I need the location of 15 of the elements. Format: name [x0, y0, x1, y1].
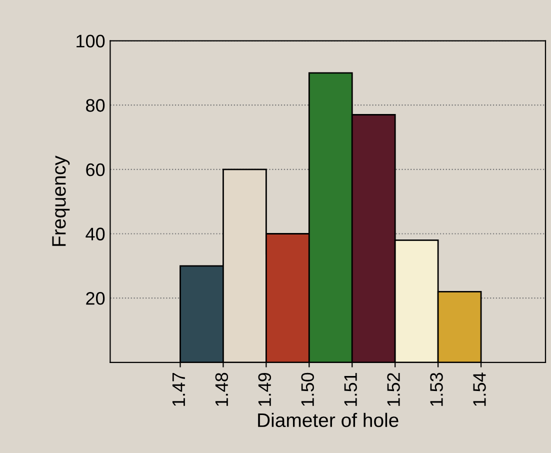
y-tick-label: 60: [86, 163, 105, 176]
x-tick-label: 1.50: [301, 372, 314, 406]
x-tick-label: 1.48: [215, 372, 228, 406]
x-tick-label: 1.49: [258, 372, 272, 406]
y-axis-title: Frequency: [52, 156, 70, 246]
x-tick-label: 1.54: [473, 372, 486, 406]
y-tick-label: 40: [86, 228, 105, 240]
x-tick-label: 1.52: [387, 373, 400, 406]
x-tick-label: 1.53: [430, 372, 443, 406]
y-tick-label: 80: [86, 99, 105, 112]
x-tick-label: 1.47: [172, 373, 185, 406]
x-tick-label: 1.51: [344, 373, 357, 406]
x-axis-title: Diameter of hole: [258, 412, 398, 428]
y-tick-label: 100: [76, 34, 105, 48]
y-tick-label: 20: [86, 292, 105, 305]
